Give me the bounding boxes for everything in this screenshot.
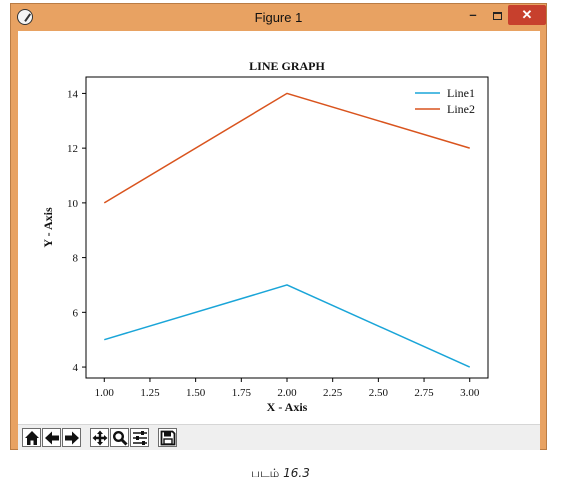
maximize-icon xyxy=(492,11,502,20)
zoom-button[interactable] xyxy=(110,428,129,447)
caption-number: 16.3 xyxy=(283,466,310,480)
configure-subplots-icon xyxy=(133,431,147,445)
forward-arrow-icon xyxy=(65,431,79,445)
x-tick-label: 2.25 xyxy=(323,387,343,399)
x-tick-label: 3.00 xyxy=(460,387,480,399)
minimize-button[interactable]: – xyxy=(469,7,477,22)
window-title: Figure 1 xyxy=(254,10,303,25)
forward-button[interactable] xyxy=(62,428,81,447)
pan-icon xyxy=(92,430,108,446)
back-button[interactable] xyxy=(42,428,61,447)
y-tick-label: 4 xyxy=(73,362,79,374)
title-bar[interactable]: Figure 1 – ✕ xyxy=(11,4,546,31)
y-tick-label: 10 xyxy=(67,198,79,210)
y-tick-label: 12 xyxy=(67,143,78,155)
x-tick-label: 1.75 xyxy=(232,387,252,399)
home-button[interactable] xyxy=(22,428,41,447)
x-tick-label: 1.00 xyxy=(95,387,115,399)
legend-label-line2: Line2 xyxy=(447,102,475,116)
legend-label-line1: Line1 xyxy=(447,86,475,100)
close-button[interactable]: ✕ xyxy=(508,5,546,25)
x-tick-label: 2.75 xyxy=(414,387,434,399)
y-axis-label: Y - Axis xyxy=(41,207,55,248)
pan-button[interactable] xyxy=(90,428,109,447)
x-tick-label: 1.50 xyxy=(186,387,206,399)
y-tick-label: 6 xyxy=(73,307,79,319)
y-tick-label: 14 xyxy=(67,88,79,100)
chart-title: LINE GRAPH xyxy=(249,59,325,73)
x-axis-label: X - Axis xyxy=(267,400,308,414)
maximize-button[interactable] xyxy=(487,5,507,25)
navigation-toolbar xyxy=(18,424,540,450)
x-tick-label: 2.50 xyxy=(369,387,389,399)
home-icon xyxy=(25,431,39,445)
save-icon xyxy=(160,430,176,446)
series-line-line2 xyxy=(103,92,470,204)
back-arrow-icon xyxy=(45,431,59,445)
figure-canvas xyxy=(18,31,540,424)
configure-subplots-button[interactable] xyxy=(130,428,149,447)
series-line-line1 xyxy=(104,284,471,368)
save-button[interactable] xyxy=(158,428,177,447)
x-tick-label: 2.00 xyxy=(277,387,297,399)
y-tick-label: 8 xyxy=(73,253,79,265)
caption-prefix: படம் xyxy=(251,466,280,480)
plot-frame xyxy=(85,76,489,379)
x-tick-label: 1.25 xyxy=(140,387,160,399)
app-icon xyxy=(17,9,33,25)
zoom-icon xyxy=(112,430,128,446)
figure-caption: படம் 16.3 xyxy=(0,466,561,482)
